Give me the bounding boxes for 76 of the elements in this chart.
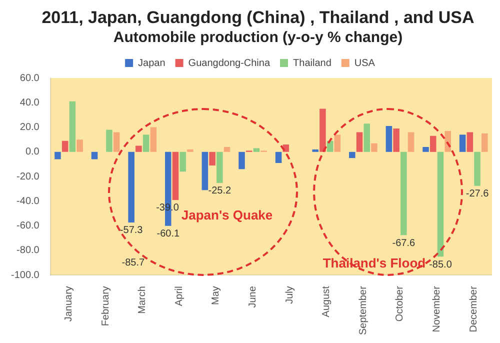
y-tick-label: -20.0	[16, 171, 40, 182]
bar	[393, 128, 400, 152]
bar	[76, 140, 83, 152]
bar	[180, 152, 186, 172]
bar	[459, 134, 466, 152]
bar	[364, 124, 370, 152]
bar	[349, 152, 356, 158]
x-tick-label: October	[394, 285, 406, 322]
bar	[320, 108, 326, 152]
bar	[69, 101, 76, 152]
legend-label: Guangdong-China	[188, 58, 270, 69]
legend-label: Thailand	[293, 58, 332, 69]
data-label: -27.6	[466, 188, 490, 200]
data-label: -60.1	[156, 228, 180, 240]
bar	[91, 152, 98, 160]
bar	[408, 132, 414, 152]
bar	[422, 146, 429, 152]
bar	[482, 133, 488, 152]
annotation: -85.7	[122, 258, 145, 269]
bar	[334, 134, 341, 152]
bar	[356, 132, 363, 152]
bar	[253, 148, 260, 152]
x-tick-label: November	[432, 285, 443, 332]
x-tick-label: May	[210, 286, 222, 305]
bar	[474, 152, 480, 186]
bar	[216, 152, 223, 183]
bar	[187, 149, 194, 152]
y-tick-label: -80.0	[16, 245, 40, 256]
annotation: Thailand's Flood	[322, 256, 426, 271]
bar	[128, 152, 134, 222]
bar	[150, 127, 157, 152]
bar	[400, 152, 407, 236]
bar	[224, 146, 230, 152]
bar	[437, 152, 444, 257]
y-tick-label: -60.0	[16, 220, 40, 232]
bar	[444, 130, 451, 152]
bar	[430, 136, 436, 152]
y-tick-label: -40.0	[16, 196, 40, 207]
bar	[202, 152, 208, 190]
x-tick-label: April	[174, 286, 185, 306]
y-tick-label: 40.0	[20, 97, 40, 108]
bar	[466, 132, 474, 152]
bar	[113, 132, 120, 152]
bar	[142, 134, 150, 152]
bar	[136, 146, 142, 152]
data-label: -57.3	[120, 225, 144, 236]
y-tick-label: 0.0	[25, 146, 40, 158]
x-tick-label: March	[137, 286, 148, 314]
x-tick-label: January	[64, 286, 75, 322]
bar	[238, 152, 245, 170]
legend-label: USA	[354, 58, 376, 69]
bar	[172, 152, 179, 200]
bar	[312, 149, 318, 152]
bar	[275, 152, 282, 163]
bar	[54, 152, 61, 160]
x-tick-label: July	[284, 286, 296, 304]
bar	[106, 130, 112, 152]
y-tick-label: 20.0	[20, 122, 40, 134]
y-tick-label: 60.0	[20, 72, 40, 84]
chart-subtitle: Automobile production (y-o-y % change)	[112, 28, 404, 48]
legend-label: Japan	[138, 58, 166, 69]
data-label: -67.6	[392, 238, 416, 249]
x-tick-label: August	[321, 286, 332, 318]
x-tick-label: December	[468, 285, 480, 332]
chart-title: 2011, Japan, Guangdong (China) , Thailand , and USA	[40, 8, 476, 28]
bar	[209, 152, 216, 166]
x-tick-label: September	[358, 285, 369, 336]
bar	[386, 126, 392, 152]
data-label: -25.2	[208, 186, 232, 197]
bar	[62, 140, 68, 152]
y-tick-label: -100.0	[10, 270, 40, 281]
annotation: Japan's Quake	[181, 208, 273, 223]
x-tick-label: June	[248, 286, 259, 308]
data-label: -85.0	[429, 259, 452, 270]
bar	[371, 143, 378, 152]
x-tick-label: February	[100, 286, 112, 326]
